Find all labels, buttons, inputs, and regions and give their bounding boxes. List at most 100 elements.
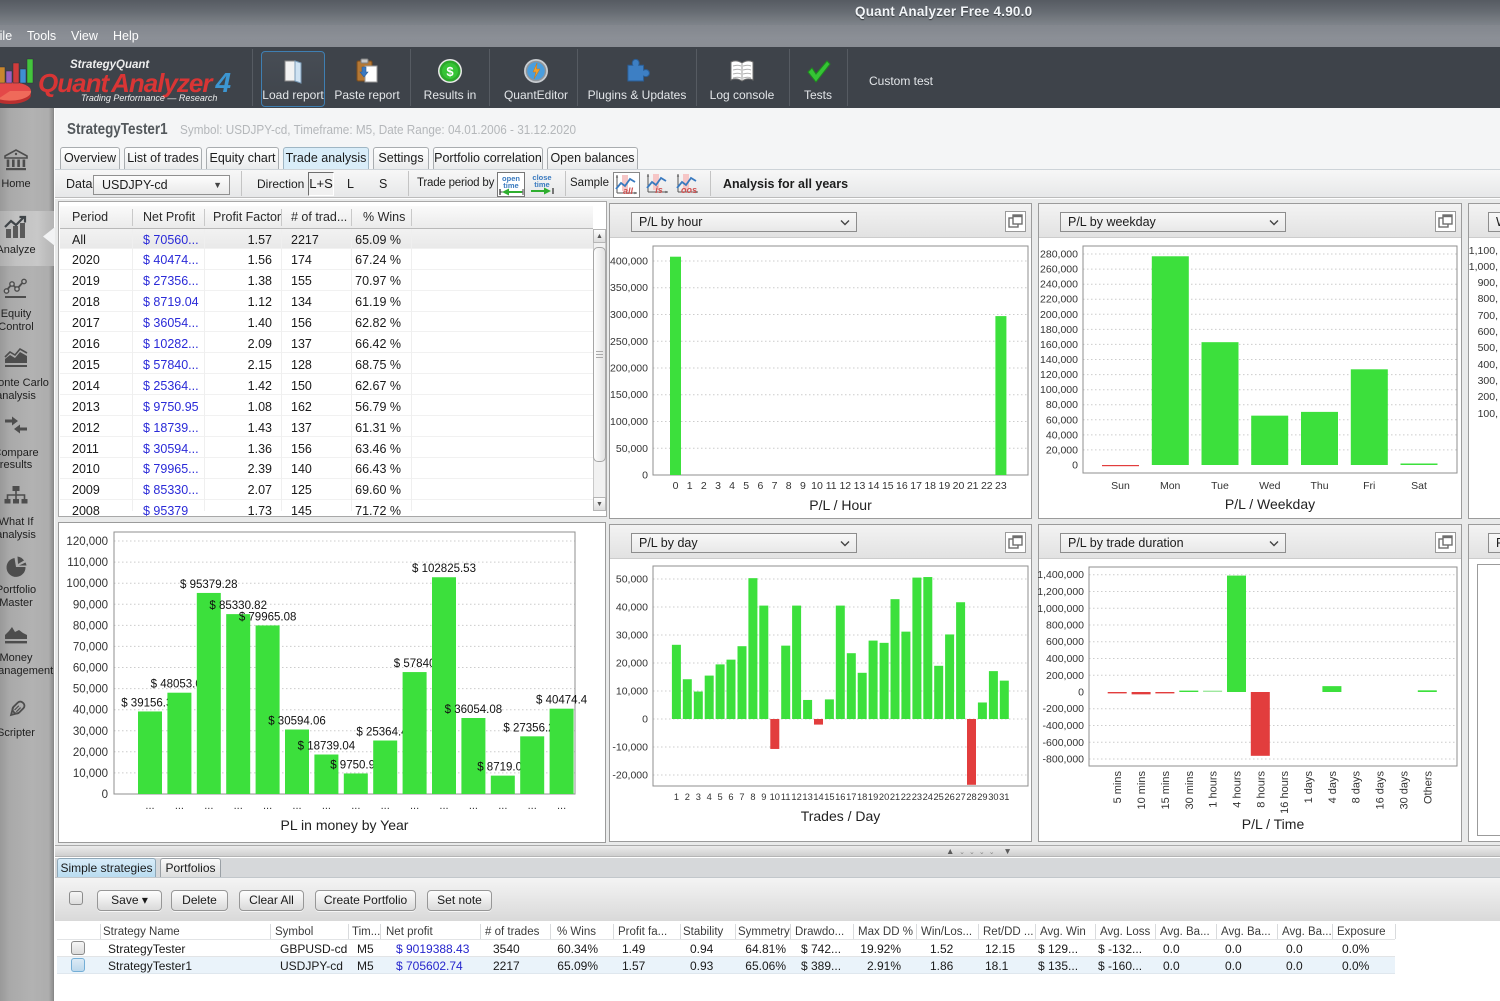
svg-text:5: 5 bbox=[718, 792, 723, 802]
svg-text:10: 10 bbox=[811, 480, 823, 492]
svg-text:60,000: 60,000 bbox=[1046, 414, 1078, 426]
svg-text:30 mins: 30 mins bbox=[1184, 771, 1196, 810]
svg-text:90,000: 90,000 bbox=[73, 599, 108, 611]
svg-text:100,000: 100,000 bbox=[66, 578, 108, 590]
svg-text:$ 102825.53: $ 102825.53 bbox=[412, 563, 476, 575]
svg-text:0: 0 bbox=[1072, 460, 1078, 472]
svg-text:10,000: 10,000 bbox=[616, 686, 648, 698]
svg-text:600,000: 600,000 bbox=[1046, 636, 1084, 648]
svg-text:80,000: 80,000 bbox=[73, 620, 108, 632]
svg-text:25: 25 bbox=[934, 792, 944, 802]
svg-text:$ 95379.28: $ 95379.28 bbox=[180, 579, 238, 591]
svg-text:$ 27356.29: $ 27356.29 bbox=[503, 722, 561, 734]
svg-text:300,000: 300,000 bbox=[610, 309, 648, 321]
svg-text:30 days: 30 days bbox=[1398, 771, 1410, 810]
svg-text:1 days: 1 days bbox=[1303, 771, 1315, 804]
svg-text:0: 0 bbox=[642, 714, 648, 726]
svg-text:30,000: 30,000 bbox=[73, 726, 108, 738]
svg-text:oos: oos bbox=[681, 185, 697, 195]
svg-text:close: close bbox=[532, 173, 551, 182]
svg-text:0: 0 bbox=[102, 789, 108, 801]
svg-text:1,000,000: 1,000,000 bbox=[1038, 603, 1084, 615]
svg-text:-200,000: -200,000 bbox=[1043, 703, 1085, 715]
svg-text:3: 3 bbox=[715, 480, 721, 492]
svg-text:8: 8 bbox=[750, 792, 755, 802]
svg-text:24: 24 bbox=[923, 792, 933, 802]
svg-text:...: ... bbox=[498, 800, 507, 812]
svg-text:40,000: 40,000 bbox=[73, 705, 108, 717]
svg-text:800,000: 800,000 bbox=[1046, 620, 1084, 632]
svg-text:16: 16 bbox=[896, 480, 908, 492]
svg-text:is: is bbox=[655, 185, 663, 195]
svg-text:50,000: 50,000 bbox=[616, 574, 648, 586]
svg-text:2: 2 bbox=[701, 480, 707, 492]
svg-text:Wed: Wed bbox=[1259, 480, 1281, 492]
svg-text:16 days: 16 days bbox=[1375, 771, 1387, 810]
svg-text:22: 22 bbox=[981, 480, 993, 492]
svg-text:150,000: 150,000 bbox=[610, 389, 648, 401]
svg-text:6: 6 bbox=[728, 792, 733, 802]
svg-text:28: 28 bbox=[966, 792, 976, 802]
svg-text:21: 21 bbox=[890, 792, 900, 802]
svg-text:$ 8719.04: $ 8719.04 bbox=[477, 762, 529, 774]
svg-text:Thu: Thu bbox=[1310, 480, 1328, 492]
svg-text:26: 26 bbox=[944, 792, 954, 802]
svg-text:200,000: 200,000 bbox=[1046, 670, 1084, 682]
svg-text:18: 18 bbox=[857, 792, 867, 802]
svg-text:Trades / Day: Trades / Day bbox=[801, 808, 881, 824]
svg-text:13: 13 bbox=[854, 480, 866, 492]
svg-text:1,200,000: 1,200,000 bbox=[1038, 586, 1084, 598]
svg-text:P/L / Time: P/L / Time bbox=[1242, 816, 1305, 832]
svg-text:19: 19 bbox=[939, 480, 951, 492]
svg-text:...: ... bbox=[204, 800, 213, 812]
svg-text:Sun: Sun bbox=[1111, 480, 1130, 492]
svg-text:8: 8 bbox=[786, 480, 792, 492]
svg-text:100,000: 100,000 bbox=[610, 416, 648, 428]
svg-text:40,000: 40,000 bbox=[616, 602, 648, 614]
svg-text:4: 4 bbox=[707, 792, 712, 802]
svg-text:$ 36054.08: $ 36054.08 bbox=[445, 704, 503, 716]
svg-text:100,000: 100,000 bbox=[1040, 384, 1078, 396]
svg-text:P/L / Hour: P/L / Hour bbox=[809, 497, 872, 513]
svg-text:6: 6 bbox=[757, 480, 763, 492]
svg-text:20,000: 20,000 bbox=[1046, 444, 1078, 456]
svg-text:time: time bbox=[534, 180, 549, 189]
svg-text:...: ... bbox=[234, 800, 243, 812]
svg-text:16: 16 bbox=[835, 792, 845, 802]
svg-text:1,400,000: 1,400,000 bbox=[1038, 569, 1084, 581]
svg-text:27: 27 bbox=[955, 792, 965, 802]
svg-text:$: $ bbox=[446, 64, 454, 79]
svg-text:400,000: 400,000 bbox=[610, 256, 648, 268]
svg-text:...: ... bbox=[439, 800, 448, 812]
svg-text:250,000: 250,000 bbox=[610, 336, 648, 348]
svg-text:PL in money by Year: PL in money by Year bbox=[281, 817, 409, 833]
svg-text:17: 17 bbox=[846, 792, 856, 802]
svg-text:$ 30594.06: $ 30594.06 bbox=[268, 716, 326, 728]
svg-text:...: ... bbox=[381, 800, 390, 812]
svg-text:...: ... bbox=[175, 800, 184, 812]
svg-text:10 mins: 10 mins bbox=[1136, 771, 1148, 810]
svg-text:$ 39156.31: $ 39156.31 bbox=[121, 698, 179, 710]
svg-text:12: 12 bbox=[791, 792, 801, 802]
svg-text:...: ... bbox=[322, 800, 331, 812]
svg-text:Mon: Mon bbox=[1160, 480, 1181, 492]
svg-text:P/L / Weekday: P/L / Weekday bbox=[1225, 496, 1315, 512]
svg-text:60,000: 60,000 bbox=[73, 663, 108, 675]
svg-text:260,000: 260,000 bbox=[1040, 264, 1078, 276]
svg-text:...: ... bbox=[351, 800, 360, 812]
svg-text:5: 5 bbox=[743, 480, 749, 492]
svg-text:0: 0 bbox=[642, 470, 648, 482]
svg-text:Others: Others bbox=[1422, 771, 1434, 805]
svg-text:14: 14 bbox=[868, 480, 880, 492]
svg-text:12: 12 bbox=[839, 480, 851, 492]
svg-text:-10,000: -10,000 bbox=[612, 742, 648, 754]
svg-text:open: open bbox=[502, 174, 520, 183]
svg-text:30: 30 bbox=[988, 792, 998, 802]
svg-text:11: 11 bbox=[826, 480, 837, 492]
svg-text:Fri: Fri bbox=[1363, 480, 1375, 492]
svg-text:350,000: 350,000 bbox=[610, 282, 648, 294]
svg-text:160,000: 160,000 bbox=[1040, 339, 1078, 351]
svg-text:240,000: 240,000 bbox=[1040, 279, 1078, 291]
svg-text:3: 3 bbox=[696, 792, 701, 802]
svg-text:40,000: 40,000 bbox=[1046, 429, 1078, 441]
